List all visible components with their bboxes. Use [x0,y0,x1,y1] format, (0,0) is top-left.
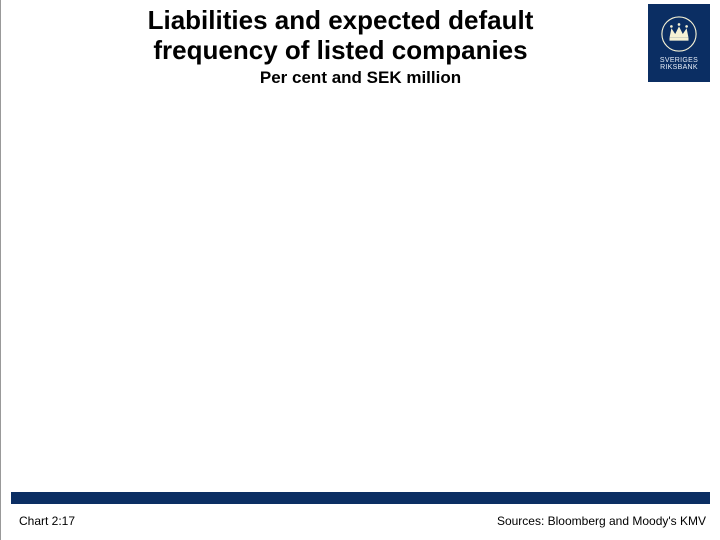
chart-number-label: Chart 2:17 [19,514,75,528]
slide-title: Liabilities and expected default frequen… [1,6,720,66]
logo-text-line-1: SVERIGES [660,57,698,64]
logo-text: SVERIGES RIKSBANK [660,57,698,72]
chart-body [1,100,720,480]
slide-subtitle: Per cent and SEK million [1,68,720,88]
riksbank-logo: SVERIGES RIKSBANK [648,4,710,82]
footer-bar [11,492,710,504]
sources-label: Sources: Bloomberg and Moody's KMV [497,514,706,528]
crown-icon [660,15,698,53]
title-line-2: frequency of listed companies [153,35,527,65]
title-line-1: Liabilities and expected default [148,5,534,35]
logo-text-line-2: RIKSBANK [660,64,698,71]
header-region: Liabilities and expected default frequen… [1,0,720,88]
slide-container: Liabilities and expected default frequen… [0,0,720,540]
